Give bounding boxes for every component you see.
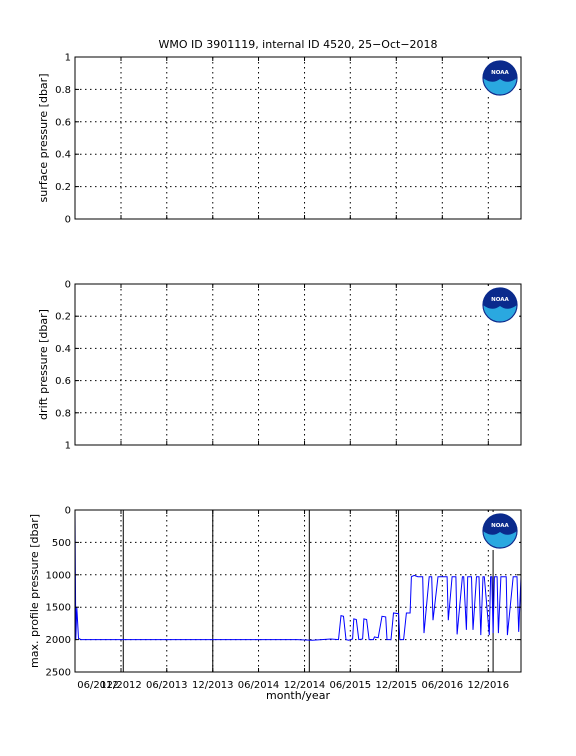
logo-text: NOAA <box>491 70 509 76</box>
y-tick-label: 0.2 <box>55 182 71 193</box>
y-tick-label: 0.6 <box>55 376 71 387</box>
noaa-logo: NOAA <box>481 59 519 97</box>
y-tick-label: 2000 <box>46 635 71 646</box>
y-tick-label: 0.4 <box>55 344 71 355</box>
logo-ring <box>482 287 518 323</box>
plot-frame <box>74 509 522 673</box>
y-tick-label: 0 <box>65 215 71 226</box>
y-tick-label: 1 <box>65 53 71 64</box>
x-axis-label: month/year <box>266 689 330 702</box>
noaa-logo: NOAA <box>481 286 519 324</box>
logo-ring <box>482 60 518 96</box>
plot-frame <box>74 56 522 220</box>
y-tick-label: 0.8 <box>55 408 71 419</box>
y-tick-label: 0.6 <box>55 117 71 128</box>
x-tick-label: 12/2013 <box>192 680 234 691</box>
x-tick-label: 06/2015 <box>330 680 372 691</box>
y-tick-label: 1000 <box>46 570 71 581</box>
logo-bird-shape <box>483 288 517 309</box>
logo-ring <box>482 513 518 549</box>
surface-pressure-panel: 0 0.2 0.4 0.6 0.8 1 surface pressure [dbar] NOA… <box>37 53 522 226</box>
logo-text: NOAA <box>491 523 509 529</box>
y-tick-label: 1500 <box>46 603 71 614</box>
x-tick-label: 12/2014 <box>284 680 326 691</box>
x-tick-label: 12/2016 <box>468 680 510 691</box>
y-tick-label: 1 <box>65 441 71 452</box>
y-tick-label: 0.4 <box>55 150 71 161</box>
y-axis-label: max. profile pressure [dbar] <box>28 514 41 668</box>
y-tick-label: 500 <box>52 538 71 549</box>
y-tick-label: 0.8 <box>55 85 71 96</box>
y-tick-label: 0 <box>65 506 71 517</box>
x-tick-label: 06/2014 <box>238 680 280 691</box>
y-axis-label: surface pressure [dbar] <box>37 74 50 203</box>
x-tick-label: 06/2013 <box>146 680 188 691</box>
drift-pressure-panel: 0 0.2 0.4 0.6 0.8 1 drift pressure [dbar] NOAA <box>37 280 522 452</box>
y-tick-label: 0.2 <box>55 312 71 323</box>
logo-text: NOAA <box>491 297 509 303</box>
x-tick-label: 06/2016 <box>422 680 464 691</box>
noaa-logo: NOAA <box>481 512 519 550</box>
plot-frame <box>74 283 522 446</box>
logo-bird-shape <box>483 61 517 82</box>
x-tick-label: 06/2012 <box>77 680 119 691</box>
y-tick-label: 2500 <box>46 668 71 679</box>
x-tick-label: 12/2012 <box>100 680 142 691</box>
x-tick-label: 12/2015 <box>376 680 418 691</box>
figure-title: WMO ID 3901119, internal ID 4520, 25−Oct… <box>158 38 437 51</box>
max-profile-pressure-panel: 0 500 1000 1500 2000 2500 max. profile pressur… <box>28 506 522 679</box>
y-axis-label: drift pressure [dbar] <box>37 309 50 420</box>
y-tick-label: 0 <box>65 280 71 291</box>
pressure-series-line <box>74 509 522 641</box>
logo-bird-shape <box>483 514 517 535</box>
